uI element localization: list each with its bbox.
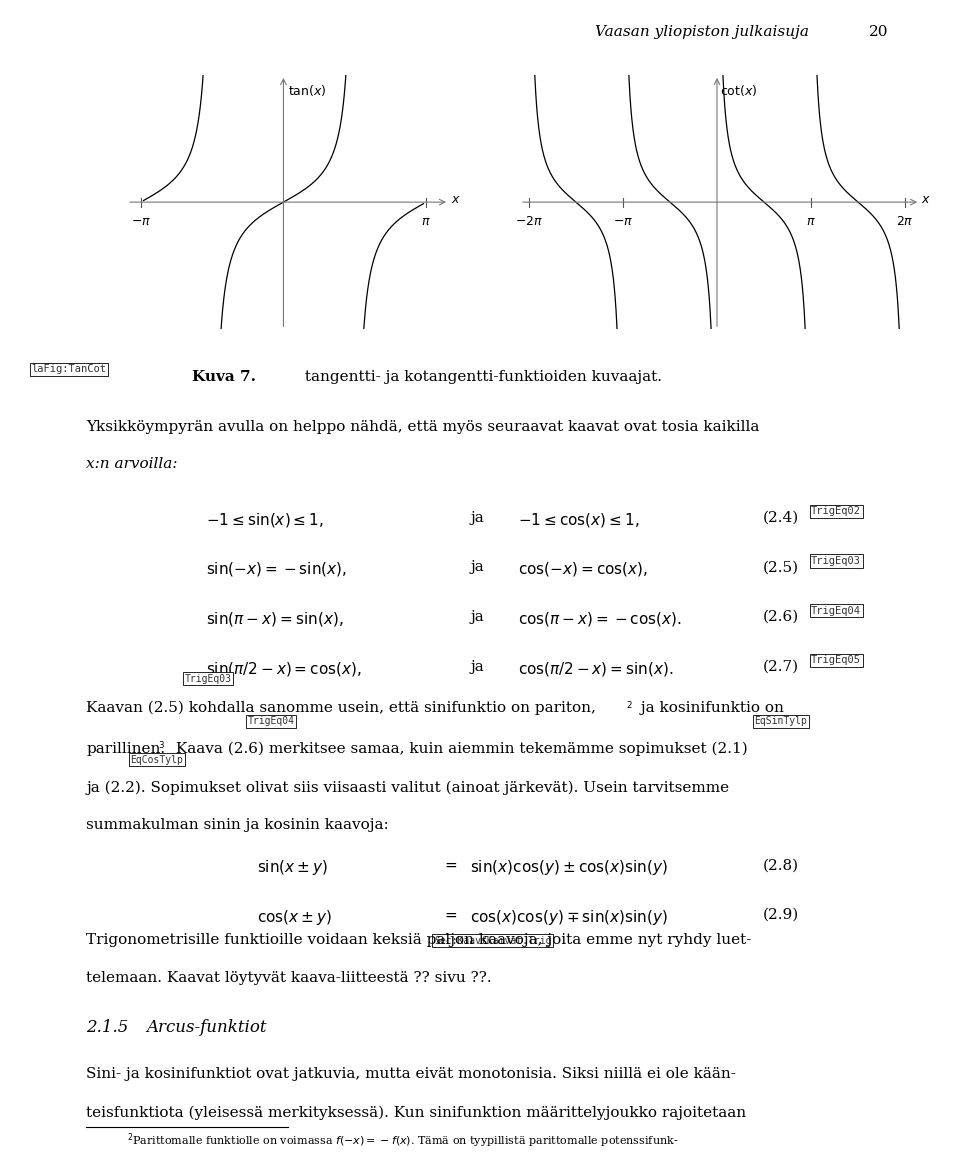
Text: Trigonometrisille funktioille voidaan keksiä paljon kaavoja, joita emme nyt ryhd: Trigonometrisille funktioille voidaan ke… [86, 933, 752, 947]
Text: ja: ja [470, 660, 484, 673]
Text: $\cos(-x) = \cos(x),$: $\cos(-x) = \cos(x),$ [518, 560, 648, 579]
Text: ja kosinifunktio on: ja kosinifunktio on [636, 701, 784, 715]
Text: laFig:TanCot: laFig:TanCot [32, 364, 107, 374]
Text: Kaavan (2.5) kohdalla sanomme usein, että sinifunktio on pariton,: Kaavan (2.5) kohdalla sanomme usein, ett… [86, 701, 596, 715]
Text: x:n arvoilla:: x:n arvoilla: [86, 457, 178, 471]
Text: (2.9): (2.9) [763, 908, 800, 922]
Text: TrigEq04: TrigEq04 [248, 716, 295, 726]
Text: Yksikköympyrän avulla on helppo nähdä, että myös seuraavat kaavat ovat tosia kai: Yksikköympyrän avulla on helppo nähdä, e… [86, 420, 759, 434]
Text: EqSinTylp: EqSinTylp [755, 716, 807, 726]
Text: $\cos(x \pm y)$: $\cos(x \pm y)$ [257, 908, 332, 926]
Text: Kaava (2.6) merkitsee samaa, kuin aiemmin tekemämme sopimukset (2.1): Kaava (2.6) merkitsee samaa, kuin aiemmi… [171, 742, 748, 755]
Text: $^2$Parittomalle funktiolle on voimassa $f(-x) = -f(x)$. Tämä on tyypillistä par: $^2$Parittomalle funktiolle on voimassa … [127, 1132, 678, 1150]
Text: 20: 20 [869, 25, 888, 39]
Text: $\cos(\pi/2 - x) = \sin(x).$: $\cos(\pi/2 - x) = \sin(x).$ [518, 660, 674, 678]
Text: TrigEq03: TrigEq03 [811, 556, 861, 566]
Text: Arcus-funktiot: Arcus-funktiot [146, 1019, 267, 1036]
Text: Sec:KaavtKaivat.Trig: Sec:KaavtKaivat.Trig [434, 936, 551, 946]
Text: TrigEq02: TrigEq02 [811, 506, 861, 516]
Text: $x$: $x$ [451, 193, 461, 206]
Text: Vaasan yliopiston julkaisuja: Vaasan yliopiston julkaisuja [595, 25, 809, 39]
Text: summakulman sinin ja kosinin kaavoja:: summakulman sinin ja kosinin kaavoja: [86, 818, 389, 832]
Text: (2.6): (2.6) [763, 610, 800, 624]
Text: $\pi$: $\pi$ [421, 215, 431, 228]
Text: Kuva 7.: Kuva 7. [192, 370, 256, 383]
Text: parillinen.: parillinen. [86, 742, 165, 755]
Text: $\mathrm{cot}(x)$: $\mathrm{cot}(x)$ [720, 83, 757, 98]
Text: 2.1.5: 2.1.5 [86, 1019, 129, 1036]
Text: ja (2.2). Sopimukset olivat siis viisaasti valitut (ainoat järkevät). Usein tarv: ja (2.2). Sopimukset olivat siis viisaas… [86, 781, 730, 795]
Text: TrigEq03: TrigEq03 [184, 673, 231, 684]
Text: $\pi$: $\pi$ [806, 215, 816, 228]
Text: ja: ja [470, 610, 484, 624]
Text: $\cos(\pi - x) = -\cos(x).$: $\cos(\pi - x) = -\cos(x).$ [518, 610, 683, 628]
Text: ja: ja [470, 560, 484, 574]
Text: $\sin(-x) = -\sin(x),$: $\sin(-x) = -\sin(x),$ [206, 560, 348, 579]
Text: $-1 \leq \cos(x) \leq 1,$: $-1 \leq \cos(x) \leq 1,$ [518, 511, 640, 529]
Text: (2.5): (2.5) [763, 560, 800, 574]
Text: tangentti- ja kotangentti-funktioiden kuvaajat.: tangentti- ja kotangentti-funktioiden ku… [300, 370, 661, 383]
Text: $^2$: $^2$ [626, 701, 633, 714]
Text: $x$: $x$ [922, 193, 931, 206]
Text: $\sin(x \pm y)$: $\sin(x \pm y)$ [257, 858, 328, 877]
Text: $=$: $=$ [442, 858, 458, 872]
Text: $\mathrm{tan}(x)$: $\mathrm{tan}(x)$ [288, 83, 326, 98]
Text: $^3$: $^3$ [158, 742, 165, 754]
Text: $\sin(\pi - x) = \sin(x),$: $\sin(\pi - x) = \sin(x),$ [206, 610, 344, 628]
Text: $-1 \leq \sin(x) \leq 1,$: $-1 \leq \sin(x) \leq 1,$ [206, 511, 324, 529]
Text: (2.8): (2.8) [763, 858, 800, 872]
Text: teisfunktiota (yleisessä merkityksessä). Kun sinifunktion määrittelyjoukko rajoi: teisfunktiota (yleisessä merkityksessä).… [86, 1105, 747, 1119]
Text: $-\pi$: $-\pi$ [131, 215, 151, 228]
Text: $-\pi$: $-\pi$ [612, 215, 633, 228]
Text: Sini- ja kosinifunktiot ovat jatkuvia, mutta eivät monotonisia. Siksi niillä ei : Sini- ja kosinifunktiot ovat jatkuvia, m… [86, 1067, 736, 1081]
Text: $=$: $=$ [442, 908, 458, 922]
Text: $\cos(x)\cos(y) \mp \sin(x)\sin(y)$: $\cos(x)\cos(y) \mp \sin(x)\sin(y)$ [470, 908, 668, 926]
Text: $-2\pi$: $-2\pi$ [515, 215, 543, 228]
Text: (2.4): (2.4) [763, 511, 800, 524]
Text: EqCosTylp: EqCosTylp [131, 754, 183, 765]
Text: TrigEq05: TrigEq05 [811, 655, 861, 665]
Text: TrigEq04: TrigEq04 [811, 605, 861, 616]
Text: $2\pi$: $2\pi$ [897, 215, 914, 228]
Text: telemaan. Kaavat löytyvät kaava-liitteestä ?? sivu ??.: telemaan. Kaavat löytyvät kaava-liittees… [86, 971, 492, 985]
Text: ja: ja [470, 511, 484, 524]
Text: $\sin(x)\cos(y) \pm \cos(x)\sin(y)$: $\sin(x)\cos(y) \pm \cos(x)\sin(y)$ [470, 858, 668, 877]
Text: (2.7): (2.7) [763, 660, 800, 673]
Text: $\sin(\pi/2 - x) = \cos(x),$: $\sin(\pi/2 - x) = \cos(x),$ [206, 660, 362, 678]
